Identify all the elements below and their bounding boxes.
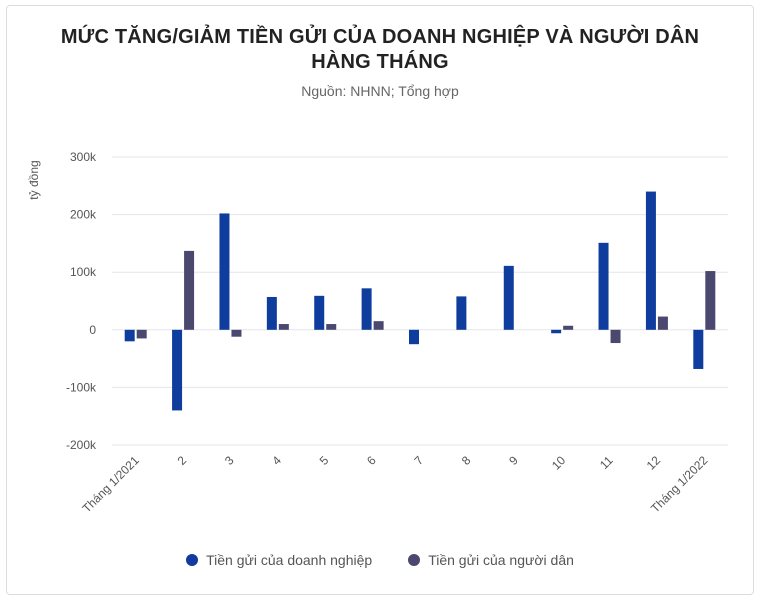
x-tick-label: 4 (269, 453, 284, 468)
bar-household (563, 325, 574, 330)
bar-business (172, 329, 183, 411)
bar-business (456, 296, 467, 330)
legend-marker-household (408, 554, 421, 566)
bar-household (278, 324, 289, 330)
x-tick-label: 12 (644, 453, 664, 473)
legend-label-business: Tiền gửi của doanh nghiệp (206, 552, 373, 568)
bar-household (610, 329, 621, 344)
x-tick-label: 6 (364, 453, 379, 468)
bar-business (645, 191, 656, 330)
x-tick-label: 2 (175, 453, 190, 468)
y-tick-label: 300k (70, 150, 97, 164)
y-tick-label: -100k (66, 380, 97, 394)
chart-title-line2: HÀNG THÁNG (311, 51, 449, 73)
bar-business (409, 329, 419, 345)
bar-household (136, 329, 147, 339)
x-tick-label: 10 (549, 453, 569, 473)
bar-household (705, 271, 716, 330)
y-tick-label: -200k (66, 438, 97, 452)
bar-business (598, 242, 609, 330)
chart-card (6, 5, 754, 595)
x-tick-label: 9 (506, 453, 521, 468)
bar-household (184, 250, 195, 330)
bar-business (314, 295, 325, 330)
bar-business (124, 329, 135, 342)
bar-business (693, 329, 704, 369)
y-tick-label: 100k (70, 265, 97, 279)
x-tick-label: 7 (411, 453, 426, 468)
x-tick-label: 5 (317, 453, 332, 468)
bar-business (503, 265, 514, 330)
legend-marker-business (186, 554, 199, 566)
x-tick-label: 8 (459, 453, 474, 468)
chart-subtitle: Nguồn: NHNN; Tổng hợp (301, 83, 459, 99)
y-tick-label: 200k (70, 208, 97, 222)
bar-business (266, 296, 277, 330)
chart-title: MỨC TĂNG/GIẢM TIỀN GỬI CỦA DOANH NGHIỆP … (60, 26, 700, 48)
x-tick-label: 11 (597, 453, 616, 472)
x-tick-label: 3 (222, 453, 237, 468)
bar-household (373, 321, 384, 330)
legend: Tiền gửi của doanh nghiệp Tiền gửi của n… (0, 552, 760, 568)
bar-business (551, 329, 562, 334)
bar-business (361, 288, 372, 330)
legend-item-household[interactable]: Tiền gửi của người dân (408, 552, 574, 568)
y-axis-label: tỷ đồng (27, 160, 41, 199)
bar-household (326, 324, 337, 330)
legend-label-household: Tiền gửi của người dân (428, 552, 574, 568)
bar-household (231, 329, 242, 337)
x-tick-label: Tháng 1/2021 (80, 453, 143, 516)
bar-household (657, 316, 668, 330)
legend-item-business[interactable]: Tiền gửi của doanh nghiệp (186, 552, 372, 568)
bar-business (219, 213, 230, 330)
y-tick-label: 0 (89, 323, 96, 337)
